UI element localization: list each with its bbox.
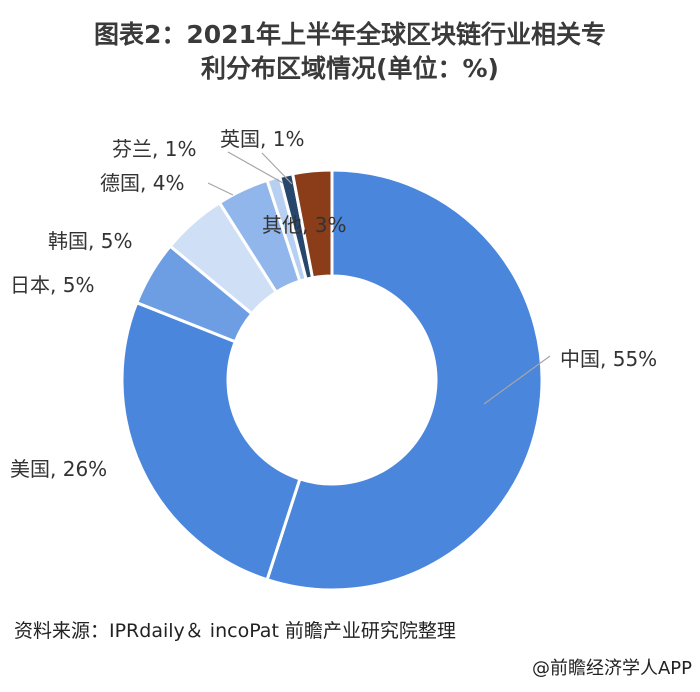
data-label: 其他, 3% bbox=[262, 213, 346, 237]
data-label: 中国, 55% bbox=[560, 347, 657, 371]
leader-line bbox=[227, 151, 284, 184]
donut-slices bbox=[120, 168, 544, 592]
leader-line bbox=[483, 355, 551, 405]
slice-美国 bbox=[120, 300, 302, 582]
chart-title-line2: 利分布区域情况(单位：%) bbox=[201, 54, 499, 83]
credit-note: @前瞻经济学人APP bbox=[531, 658, 692, 679]
leader-line bbox=[261, 152, 293, 185]
slice-中国 bbox=[265, 168, 544, 592]
slice-其他 bbox=[290, 168, 334, 280]
data-label: 英国, 1% bbox=[220, 127, 304, 151]
chart-title-line1: 图表2：2021年上半年全球区块链行业相关专 bbox=[94, 20, 606, 49]
leader-lines bbox=[207, 151, 551, 405]
data-labels: 中国, 55% 美国, 26% 日本, 5% 韩国, 5% 德国, 4% 芬兰, 1% 英国… bbox=[10, 127, 657, 481]
chart-title: 图表2：2021年上半年全球区块链行业相关专 利分布区域情况(单位：%) bbox=[0, 18, 700, 86]
data-label: 韩国, 5% bbox=[48, 229, 132, 253]
data-label: 日本, 5% bbox=[10, 273, 94, 297]
source-note: 资料来源：IPRdaily＆ incoPat 前瞻产业研究院整理 bbox=[14, 620, 456, 642]
data-label: 芬兰, 1% bbox=[112, 137, 196, 161]
data-label: 德国, 4% bbox=[100, 171, 184, 195]
leader-line bbox=[207, 182, 234, 196]
data-label: 美国, 26% bbox=[10, 457, 107, 481]
